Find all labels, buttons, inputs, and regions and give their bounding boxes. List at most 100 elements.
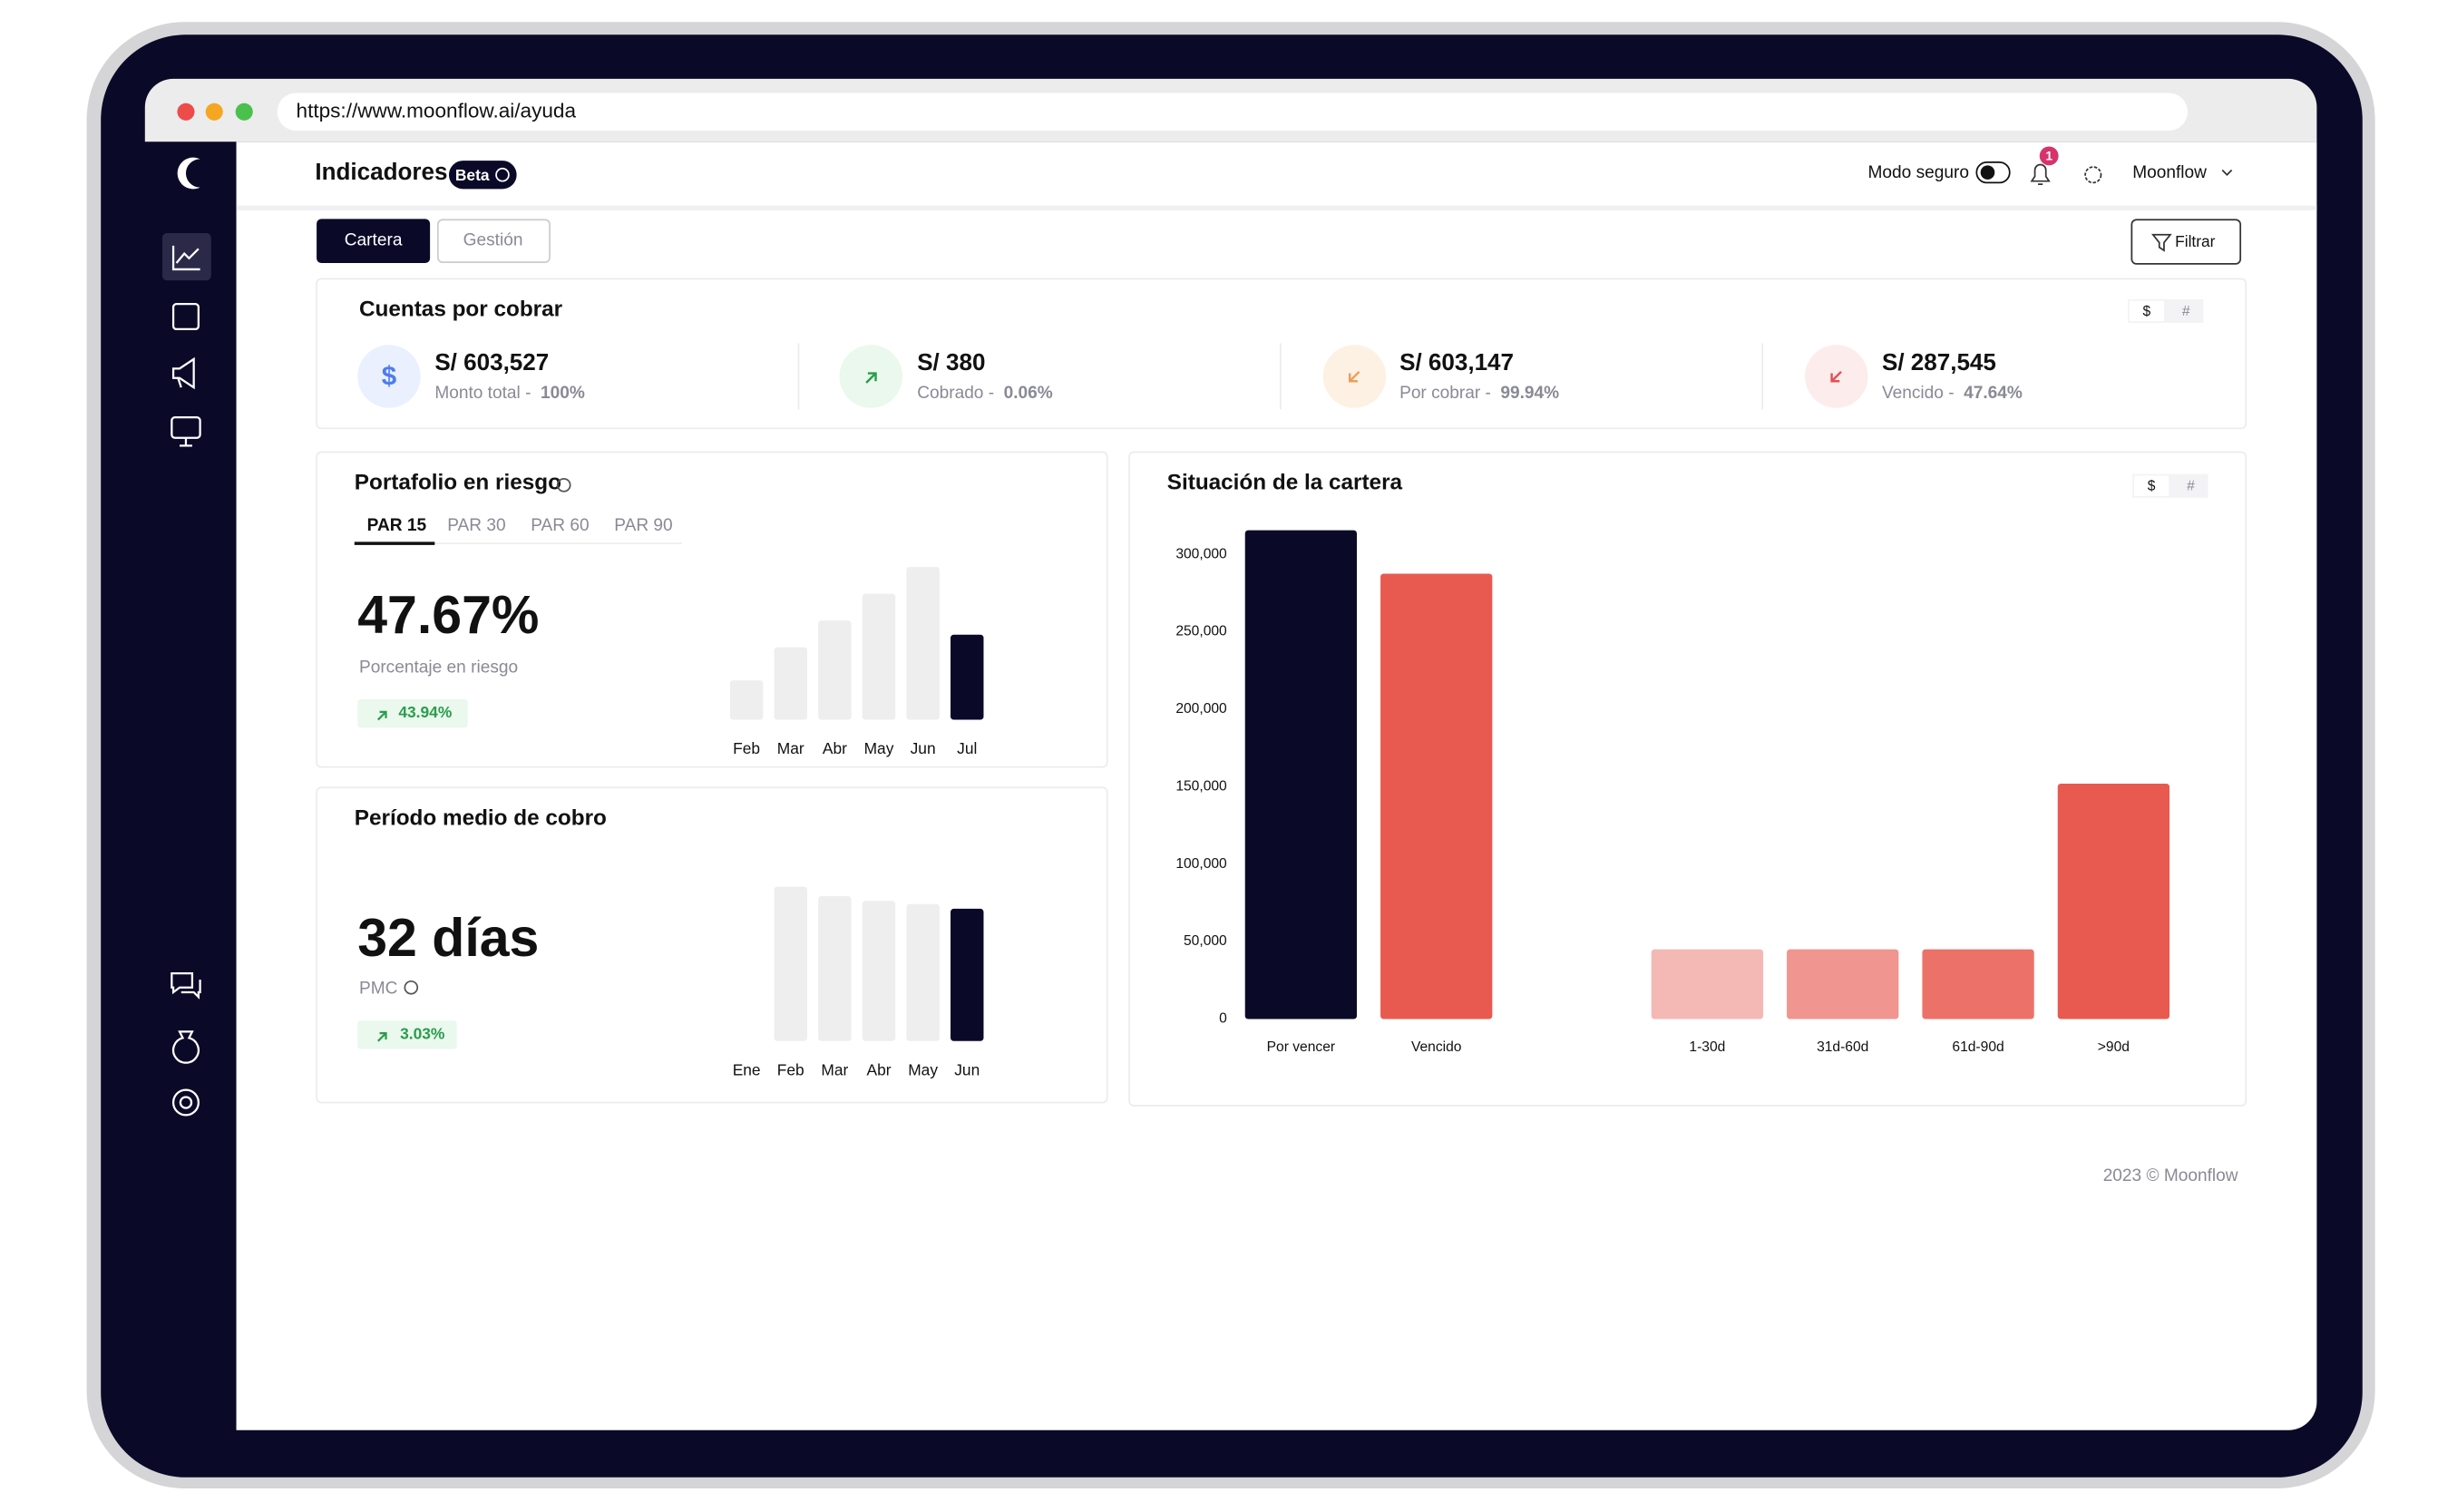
par-tab[interactable]: PAR 15	[367, 516, 427, 535]
tab-box[interactable]	[436, 219, 551, 263]
arrow	[1830, 370, 1842, 383]
change: 3.03%	[400, 1024, 444, 1042]
bell[interactable]	[2030, 163, 2051, 186]
x-tick-label: Mar	[777, 739, 804, 757]
unit[interactable]: $	[2148, 479, 2156, 494]
kpi-label-text: Vencido -	[1882, 384, 1959, 403]
tab-active[interactable]	[317, 219, 431, 263]
info-icon	[495, 167, 510, 182]
x-tick-label: Vencido	[1411, 1039, 1462, 1055]
kpi-label: Por cobrar - 99.94%	[1399, 384, 1559, 403]
filter-text[interactable]: Filtrar	[2175, 232, 2216, 250]
close-dot[interactable]	[177, 102, 195, 121]
kpi-percent: 99.94%	[1500, 384, 1559, 403]
nav-share[interactable]	[171, 303, 200, 331]
chart-title: Situación de la cartera	[1167, 471, 1403, 495]
unit-active	[2133, 475, 2169, 496]
arrow	[377, 710, 387, 721]
y-tick-label: 250,000	[1175, 624, 1227, 639]
card-title: Portafolio en riesgo	[355, 471, 561, 495]
tab[interactable]: Gestión	[463, 231, 523, 250]
nav-indicators[interactable]	[171, 245, 200, 271]
info-icon	[404, 980, 419, 995]
nav-money[interactable]	[171, 1030, 200, 1064]
kpi-dividers	[797, 343, 1764, 410]
nav-campaign[interactable]	[171, 356, 195, 390]
x-tick-label: >90d	[2098, 1039, 2130, 1055]
kpi-value: S/ 603,527	[434, 348, 549, 376]
kpi-icon	[357, 345, 421, 408]
change: 43.94%	[398, 703, 452, 721]
bar	[729, 680, 764, 720]
arrow	[1348, 370, 1360, 383]
tab[interactable]: Cartera	[345, 231, 403, 250]
bar	[1651, 949, 1764, 1019]
unit-active	[2129, 300, 2164, 322]
y-tick-label: 100,000	[1175, 856, 1227, 872]
bar	[906, 567, 940, 720]
bar	[1922, 949, 2034, 1019]
bar	[906, 903, 940, 1041]
footer: 2023 © Moonflow	[2103, 1166, 2238, 1185]
y-tick-label: 150,000	[1175, 778, 1227, 794]
big-value: 47.67%	[357, 585, 539, 645]
par-tab[interactable]: PAR 90	[614, 516, 672, 535]
url: https://www.moonflow.ai/ayuda	[297, 99, 577, 122]
nav-icons	[171, 245, 201, 1117]
notif-count: 1	[2045, 148, 2052, 162]
kpi-value: S/ 603,147	[1399, 348, 1514, 376]
kpi-value: S/ 380	[917, 348, 985, 376]
beta-badge	[448, 161, 517, 190]
unit[interactable]: #	[2187, 479, 2195, 494]
toggle-knob	[1980, 165, 1995, 180]
x-tick-label: Feb	[733, 739, 760, 757]
kpi-label: Cobrado - 0.06%	[917, 384, 1053, 403]
notif-badge	[2039, 146, 2059, 166]
min-dot[interactable]	[205, 102, 223, 121]
big-value: 32 días	[357, 908, 539, 968]
kpi-percent: 100%	[541, 384, 585, 403]
bar	[818, 896, 852, 1041]
url-bar[interactable]	[277, 93, 2189, 132]
page-title: Indicadores	[315, 158, 447, 185]
bar	[951, 634, 984, 720]
bar	[1787, 949, 1899, 1019]
safe-mode: Modo seguro	[1868, 163, 1969, 182]
max-dot[interactable]	[235, 102, 253, 121]
bar	[862, 593, 896, 720]
x-tick-label: May	[908, 1060, 938, 1078]
subtitle: Porcentaje en riesgo	[359, 658, 518, 677]
kpi-percent: 47.64%	[1964, 384, 2023, 403]
x-tick-label: Jul	[957, 739, 977, 757]
beta-text: Beta	[455, 166, 490, 184]
kpi-value: S/ 287,545	[1882, 348, 1996, 376]
par-tab[interactable]: PAR 30	[447, 516, 505, 535]
par-tab[interactable]: PAR 60	[531, 516, 589, 535]
kpi-label: Monto total - 100%	[434, 384, 585, 403]
bar	[1380, 573, 1493, 1019]
subtitle: PMC	[359, 980, 398, 999]
bar	[774, 886, 807, 1041]
unit[interactable]: $	[2143, 304, 2151, 319]
filter-button[interactable]	[2130, 219, 2242, 265]
user[interactable]: Moonflow	[2132, 163, 2207, 182]
x-tick-label: 1-30d	[1689, 1039, 1725, 1055]
x-tick-label: Por vencer	[1267, 1039, 1335, 1055]
bar	[951, 908, 984, 1041]
x-tick-label: Feb	[777, 1060, 804, 1078]
x-tick-label: 31d-60d	[1817, 1039, 1868, 1055]
y-tick-label: 200,000	[1175, 701, 1227, 717]
settings[interactable]	[2084, 166, 2102, 184]
filter-icon	[2150, 233, 2172, 252]
bar	[1244, 530, 1358, 1019]
change-badge	[357, 698, 468, 728]
unit[interactable]: #	[2182, 304, 2190, 319]
x-tick-label: Jun	[954, 1060, 980, 1078]
card-title: Período medio de cobro	[355, 805, 607, 830]
nav-chat[interactable]	[171, 972, 201, 1000]
y-tick-label: 300,000	[1175, 546, 1227, 561]
nav-help[interactable]	[171, 1088, 200, 1117]
kpi-label-text: Monto total -	[434, 384, 535, 403]
